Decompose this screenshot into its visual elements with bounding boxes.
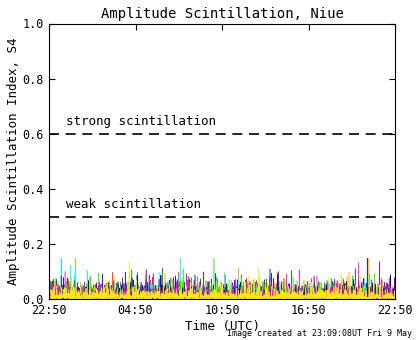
Text: weak scintillation: weak scintillation bbox=[66, 198, 201, 211]
Y-axis label: Amplitude Scintillation Index, S4: Amplitude Scintillation Index, S4 bbox=[7, 38, 20, 285]
Text: strong scintillation: strong scintillation bbox=[66, 115, 216, 128]
Title: Amplitude Scintillation, Niue: Amplitude Scintillation, Niue bbox=[101, 7, 344, 21]
Text: Image created at 23:09:08UT Fri 9 May: Image created at 23:09:08UT Fri 9 May bbox=[227, 329, 412, 338]
X-axis label: Time (UTC): Time (UTC) bbox=[185, 320, 260, 333]
